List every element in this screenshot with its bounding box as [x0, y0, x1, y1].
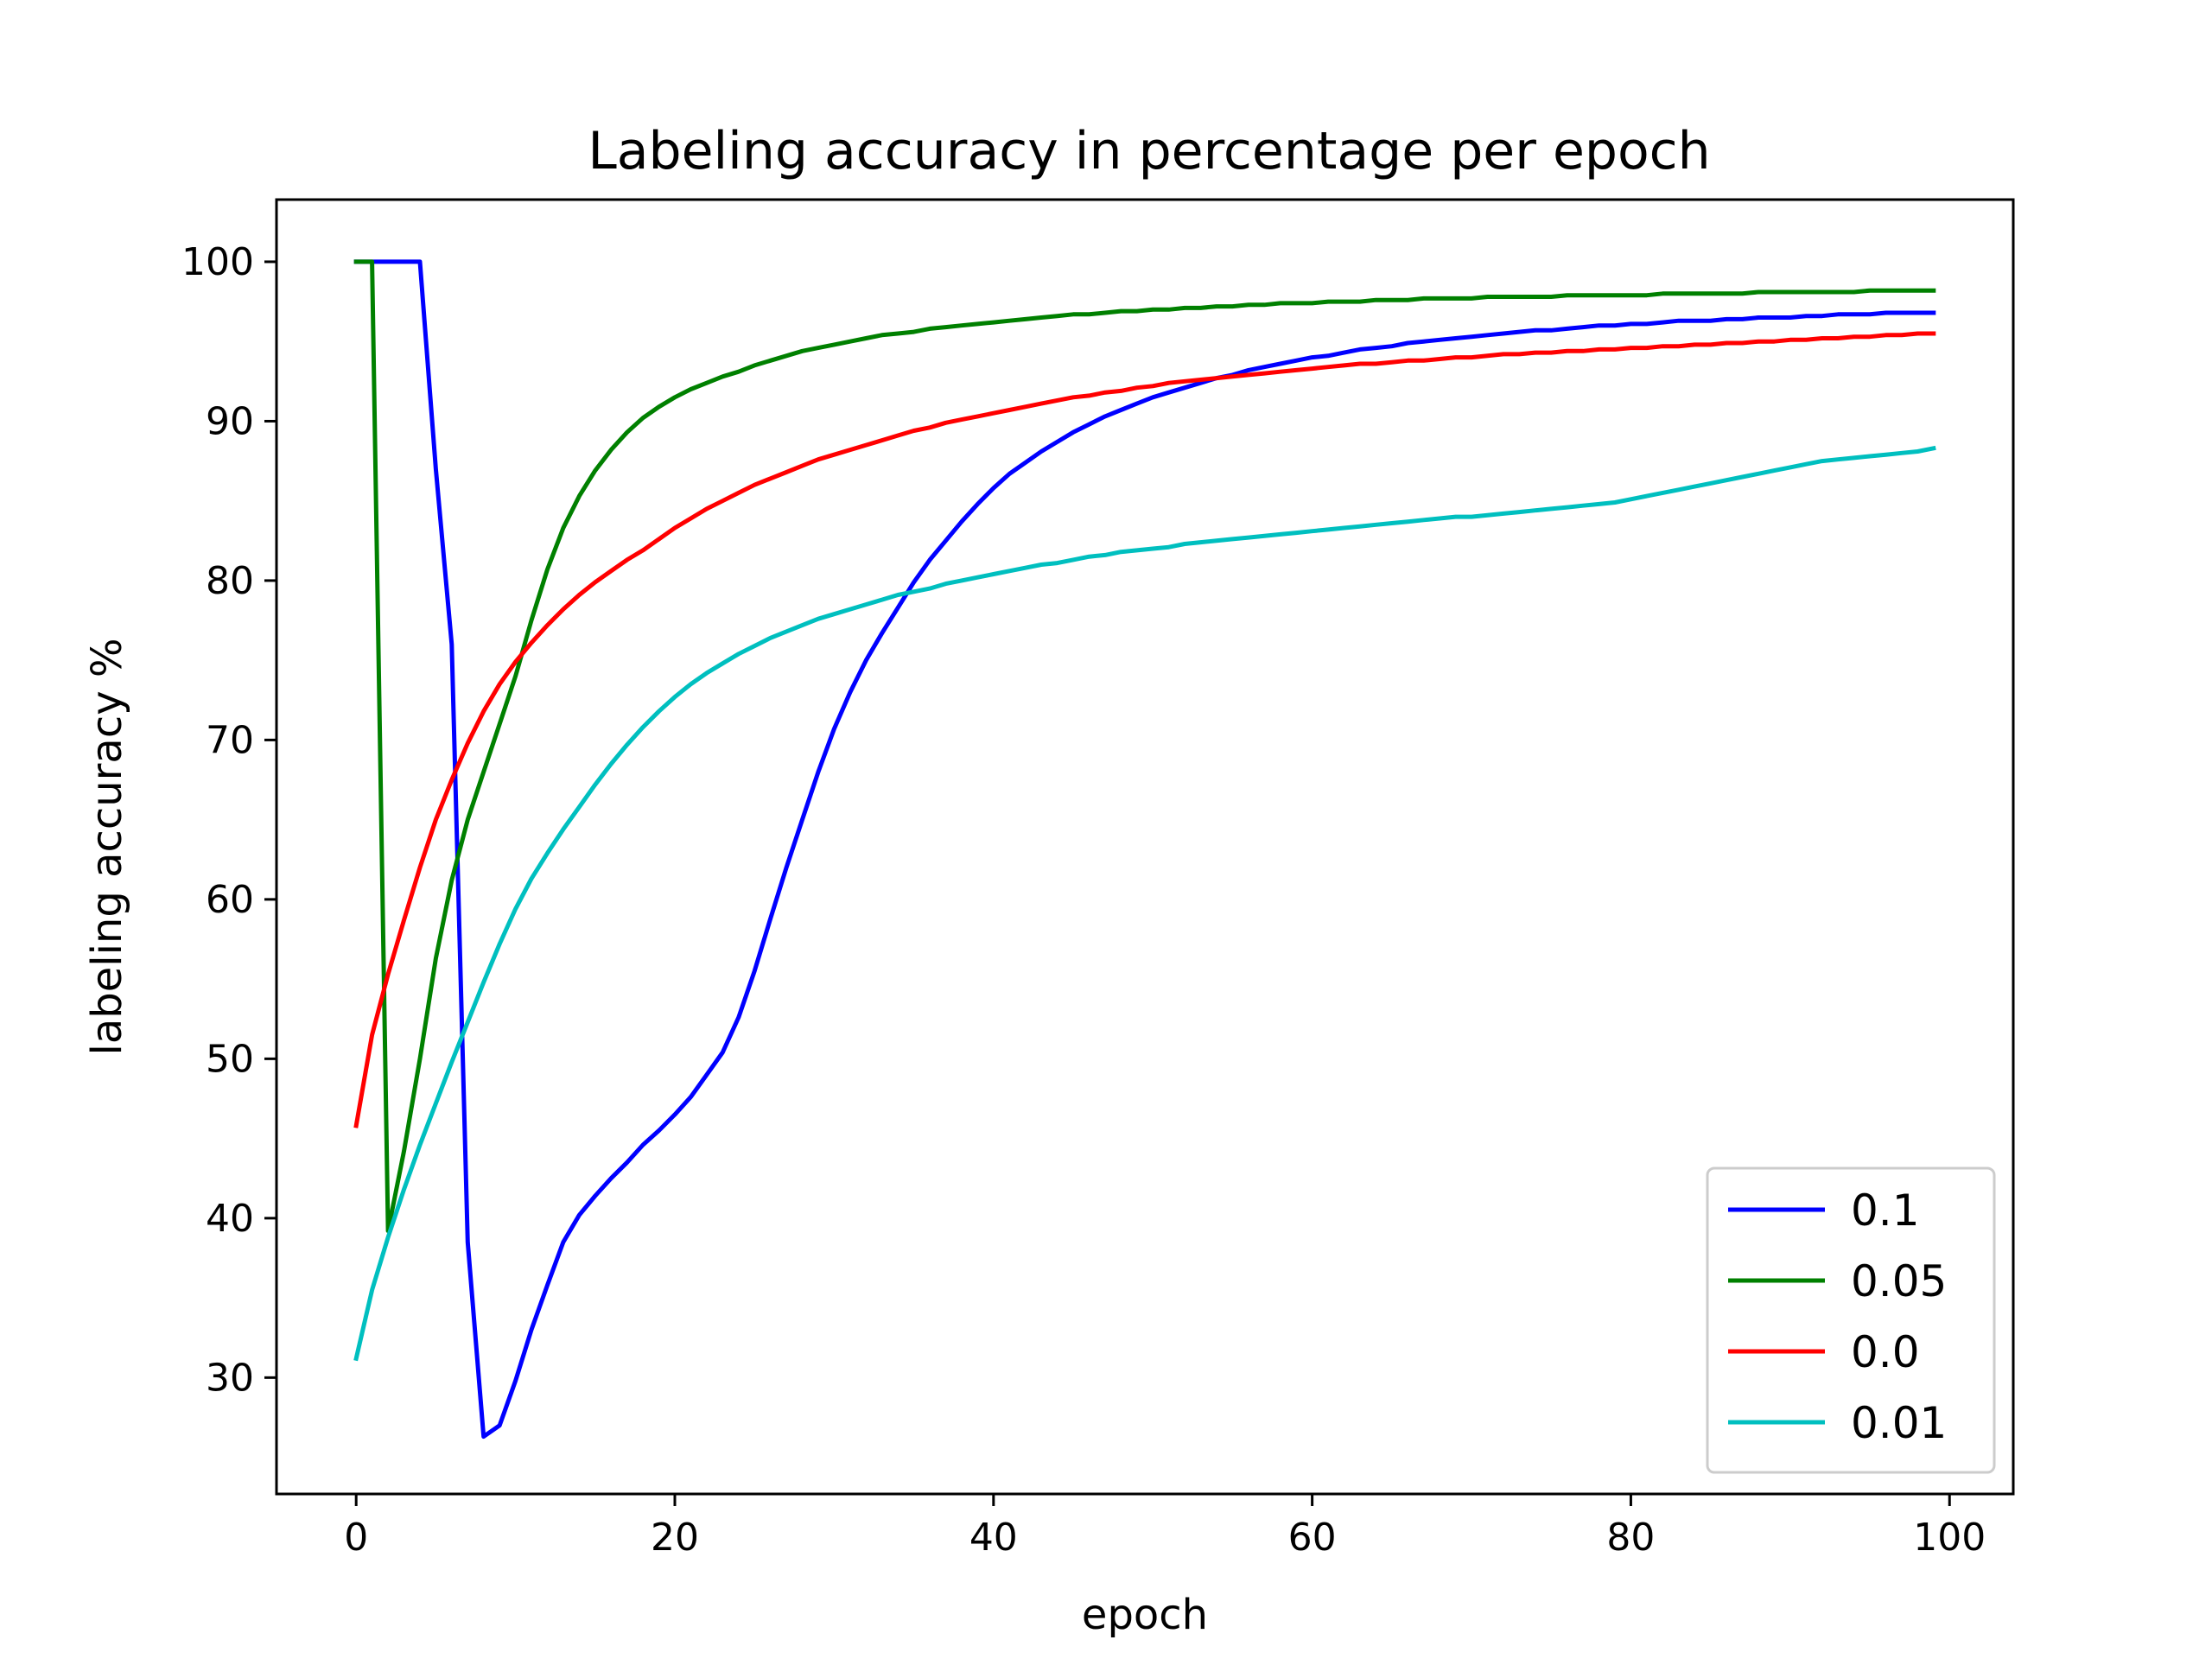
- legend-label-0.1: 0.1: [1851, 1185, 1920, 1236]
- y-axis-label: labeling accuracy %: [83, 639, 131, 1056]
- x-axis-label: epoch: [1082, 1591, 1208, 1639]
- x-tick-label: 0: [344, 1516, 368, 1560]
- series-line-0.0: [353, 331, 1936, 1128]
- series-line-0.01: [353, 445, 1936, 1362]
- x-tick-label: 100: [1913, 1516, 1986, 1560]
- legend-label-0.05: 0.05: [1851, 1256, 1947, 1306]
- legend-label-0.01: 0.01: [1851, 1398, 1947, 1448]
- x-tick-label: 80: [1606, 1516, 1655, 1560]
- y-tick-label: 100: [181, 240, 254, 284]
- y-tick-label: 70: [206, 718, 254, 762]
- chart-title: Labeling accuracy in percentage per epoc…: [588, 121, 1710, 181]
- y-tick-label: 60: [206, 878, 254, 922]
- y-tick-label: 90: [206, 399, 254, 443]
- legend: 0.1 0.05 0.0 0.01: [1706, 1166, 1996, 1474]
- y-axis-ticks: 30 40 50 60 70 80 90 100: [181, 240, 276, 1400]
- x-tick-label: 40: [969, 1516, 1018, 1560]
- y-tick-label: 80: [206, 559, 254, 603]
- legend-box: [1706, 1166, 1996, 1474]
- x-tick-label: 20: [651, 1516, 699, 1560]
- legend-entries: 0.1 0.05 0.0 0.01: [1728, 1185, 1947, 1448]
- x-tick-label: 60: [1288, 1516, 1337, 1560]
- legend-label-0.0: 0.0: [1851, 1327, 1920, 1377]
- series-line-0.1: [353, 259, 1936, 1440]
- plot-frame: [275, 198, 2015, 1496]
- y-tick-label: 40: [206, 1197, 254, 1241]
- y-tick-label: 30: [206, 1356, 254, 1400]
- y-tick-label: 50: [206, 1037, 254, 1081]
- series-layer: [353, 259, 1936, 1440]
- x-axis-ticks: 0 20 40 60 80 100: [344, 1494, 1986, 1560]
- series-line-0.05: [353, 259, 1936, 1234]
